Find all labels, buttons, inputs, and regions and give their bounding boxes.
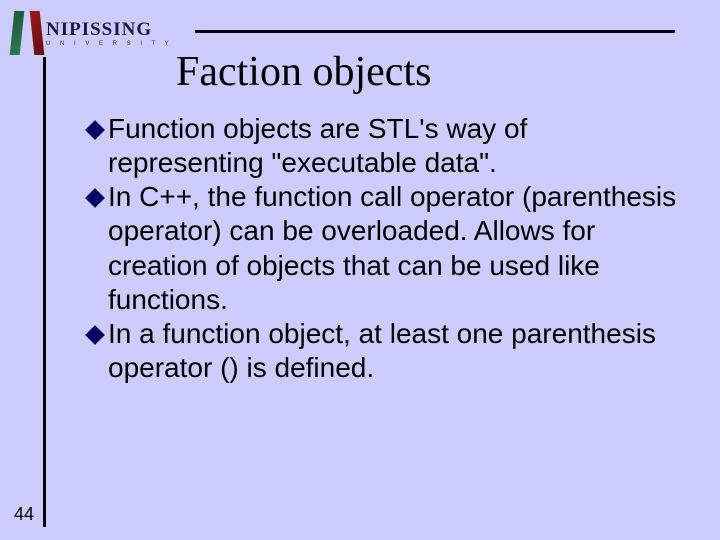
bullet-diamond-icon bbox=[88, 191, 102, 205]
horizontal-rule bbox=[195, 30, 675, 33]
bullet-item: Function objects are STL's way of repres… bbox=[88, 112, 678, 180]
bullet-text: Function objects are STL's way of repres… bbox=[108, 112, 678, 180]
page-number: 44 bbox=[14, 504, 34, 525]
bullet-diamond-icon bbox=[88, 328, 102, 342]
bullet-item: In a function object, at least one paren… bbox=[88, 317, 678, 385]
bullet-text: In C++, the function call operator (pare… bbox=[108, 180, 678, 317]
bullet-text: In a function object, at least one paren… bbox=[108, 317, 678, 385]
bullet-item: In C++, the function call operator (pare… bbox=[88, 180, 678, 317]
logo-main-text: NIPISSING bbox=[46, 20, 173, 39]
logo-mark bbox=[12, 11, 42, 55]
university-logo: NIPISSING U N I V E R S I T Y bbox=[12, 8, 187, 58]
logo-text: NIPISSING U N I V E R S I T Y bbox=[46, 20, 173, 47]
slide-title: Faction objects bbox=[176, 48, 431, 96]
slide-body: Function objects are STL's way of repres… bbox=[88, 112, 678, 385]
vertical-rule bbox=[43, 57, 46, 527]
logo-sub-text: U N I V E R S I T Y bbox=[46, 41, 173, 47]
bullet-diamond-icon bbox=[88, 123, 102, 137]
